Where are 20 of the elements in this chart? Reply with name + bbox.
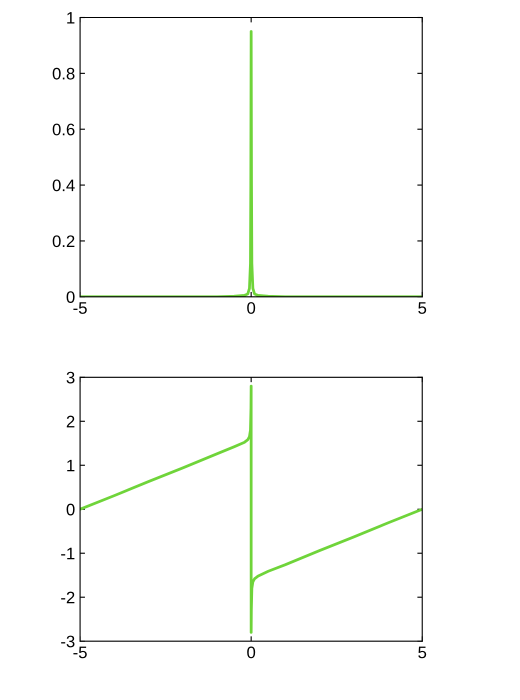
y-tick-label: 0 bbox=[66, 291, 75, 304]
y-tick-label: 3 bbox=[66, 372, 74, 384]
line-series bbox=[80, 384, 422, 634]
y-tick-label: 0.2 bbox=[52, 235, 74, 248]
y-tick-label: 0 bbox=[66, 504, 75, 516]
y-tick-label: -2 bbox=[61, 592, 74, 604]
x-tick-label: -5 bbox=[73, 646, 87, 658]
y-tick-label: 1 bbox=[67, 12, 74, 24]
x-tick-label: 5 bbox=[418, 302, 426, 314]
y-tick-label: 2 bbox=[66, 416, 74, 428]
x-tick-label: -5 bbox=[73, 302, 87, 314]
y-tick-label: 1 bbox=[67, 460, 74, 472]
y-tick-label: 0.8 bbox=[52, 68, 74, 80]
y-tick-label: 0.6 bbox=[52, 124, 74, 136]
y-tick-label: -3 bbox=[61, 636, 74, 648]
x-tick-label: 5 bbox=[418, 646, 426, 658]
y-tick-label: -1 bbox=[61, 548, 74, 560]
y-tick-label: 0.4 bbox=[52, 179, 75, 192]
x-tick-label: 0 bbox=[247, 302, 256, 314]
x-tick-label: 0 bbox=[247, 646, 256, 658]
